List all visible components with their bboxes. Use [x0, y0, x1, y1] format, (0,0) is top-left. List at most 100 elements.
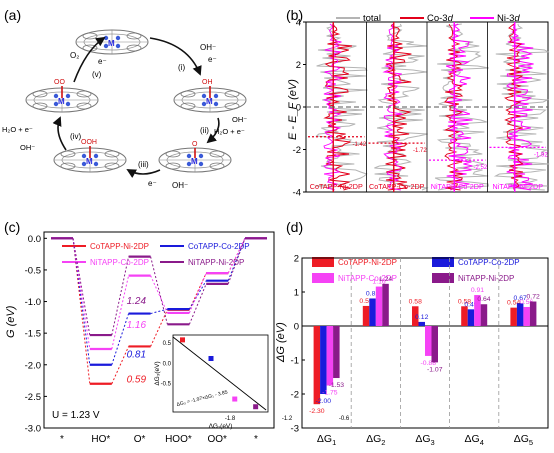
x-tick-label: HO* — [91, 434, 110, 445]
energy-connector — [227, 238, 246, 274]
reagent-e-v: e⁻ — [98, 57, 107, 66]
energy-connector — [188, 280, 207, 310]
y-tick-label: 4 — [296, 18, 301, 29]
reagent-oh-iii: OH⁻ — [172, 181, 188, 190]
bar-value-label: 0.58 — [458, 298, 471, 305]
panel-d-label: (d) — [286, 219, 303, 235]
y-tick-label: -3.0 — [25, 424, 41, 435]
bar — [326, 326, 334, 386]
o-label: O — [192, 141, 198, 148]
energy-connector — [188, 283, 207, 325]
column-label: CoTAPP-Co-2DP — [369, 182, 425, 191]
y-tick-label: -1.0 — [25, 297, 41, 308]
energy-connector — [188, 272, 207, 314]
y-tick-label: -2 — [293, 145, 301, 156]
y-tick-label: -2.0 — [25, 360, 41, 371]
energy-connector — [111, 256, 130, 336]
inset-y-tick: 0.5 — [163, 341, 172, 347]
metal-label: M — [206, 97, 213, 106]
reagent-e-out: e⁻ — [208, 55, 217, 64]
overpotential-labels: 1.24 1.16 0.81 0.59 — [127, 296, 147, 385]
bar — [431, 326, 438, 363]
inset-x-tick: -0.6 — [339, 416, 350, 422]
y-tick-label: -1 — [291, 356, 299, 367]
band-center-value: -1.72 — [413, 148, 427, 154]
step-v-label: (v) — [92, 70, 102, 79]
legend-label: CoTAPP-Co-2DP — [188, 242, 250, 251]
energy-connector — [150, 275, 168, 314]
y-tick-label: 0 — [294, 322, 299, 333]
band-center-value: -1.92 — [534, 152, 548, 158]
reagent-o2: O₂ — [70, 51, 79, 60]
legend-label: NiTAPP-Ni-2DP — [458, 274, 514, 283]
energy-series-path — [51, 237, 267, 337]
pdos-trace — [504, 23, 524, 191]
bar-value-label: 0.49 — [464, 301, 477, 308]
bar — [510, 307, 517, 326]
legend-label-ni3d: Ni-3d — [497, 13, 520, 24]
inset-point — [253, 404, 259, 410]
arrow-step-ii — [206, 117, 220, 144]
metal-label: M — [191, 157, 198, 166]
column-label: NiTAPP-Co-2DP — [431, 182, 484, 191]
bar-value-label: -2.00 — [316, 398, 332, 405]
metal-label: M — [58, 97, 65, 106]
panel-b-label: (b) — [286, 7, 303, 23]
bar-value-label: 0.56 — [520, 299, 533, 306]
energy-series-path — [51, 237, 267, 351]
ooh-label: OOH — [81, 139, 97, 146]
inset-x-tick: -1.2 — [282, 416, 293, 422]
reagent-h2o-e-left: H₂O + e⁻ — [2, 125, 33, 134]
bar — [418, 321, 425, 326]
bar-value-label: -2.30 — [309, 408, 325, 415]
bar-value-label: 0.54 — [507, 300, 520, 307]
bar — [516, 303, 524, 326]
column-label: NiTAPP-Ni-2DP — [492, 182, 543, 191]
legend-swatch — [312, 257, 334, 267]
bar — [467, 309, 475, 326]
reagent-e-iii: e⁻ — [148, 179, 157, 188]
energy-axes: 0.0 -0.5 -1.0 -1.5 -2.0 -2.5 -3.0 * HO* O* HOO* OO*… — [25, 234, 258, 445]
bar — [369, 298, 376, 326]
panel-d: (d) CoTAPP-Ni-2DP CoTAPP-Co-2DP NiTAPP-Co-… — [275, 219, 549, 447]
bar-value-label: 0.12 — [415, 314, 428, 321]
y-tick-label: 1 — [294, 288, 299, 299]
pdos-columns: -1.42 CoTAPP-Ni-2DP -1.72 CoTAPP-Co-2DP -2.5… — [306, 22, 550, 192]
legend-label: NiTAPP-Co-2DP — [90, 258, 149, 267]
y-tick-label: -1.5 — [25, 329, 41, 340]
bar — [529, 301, 537, 326]
bar-value-label: -1.07 — [427, 366, 443, 373]
bar-value-label: 0.58 — [409, 298, 422, 305]
inset-point — [208, 356, 214, 362]
metal-label: M — [108, 39, 115, 48]
step-i-label: (i) — [178, 63, 185, 72]
legend-swatch — [432, 273, 454, 283]
overpotential-value: 1.24 — [127, 296, 147, 307]
legend-label-total: total — [363, 13, 381, 24]
bar — [523, 306, 530, 326]
overpotential-value: 0.59 — [127, 374, 147, 385]
band-center-value: -1.42 — [353, 142, 367, 148]
y-tick-label: -3 — [291, 424, 299, 435]
x-tick-label: * — [60, 434, 64, 445]
x-tick-label: OO* — [207, 434, 227, 445]
porphyrin-right: OH M — [173, 79, 247, 113]
panel-a-label: (a) — [4, 7, 21, 23]
porphyrin-top: M — [75, 29, 149, 55]
porphyrin-left: OO M — [25, 79, 99, 113]
bar-legend: CoTAPP-Ni-2DP CoTAPP-Co-2DP NiTAPP-Co-2DP N… — [312, 257, 520, 283]
y-tick-label: 0 — [296, 103, 301, 114]
x-tick-label: ΔG4 — [465, 433, 484, 447]
inset-y-tick: 0.0 — [163, 361, 172, 367]
bar-value-label: -0.88 — [421, 360, 437, 367]
y-tick-label: 2 — [296, 60, 301, 71]
bar-value-label: 0.72 — [527, 294, 540, 301]
bar-value-label: 0.59 — [359, 298, 372, 305]
column-label: CoTAPP-Ni-2DP — [310, 182, 363, 191]
pdos-legend: total Co-3d Ni-3d — [336, 13, 520, 24]
energy-legend: CoTAPP-Ni-2DP CoTAPP-Co-2DP NiTAPP-Co-2DP N… — [62, 242, 250, 267]
bar-value-label: 0.67 — [514, 295, 527, 302]
oh-label: OH — [202, 79, 213, 86]
x-tick-label: O* — [134, 434, 146, 445]
